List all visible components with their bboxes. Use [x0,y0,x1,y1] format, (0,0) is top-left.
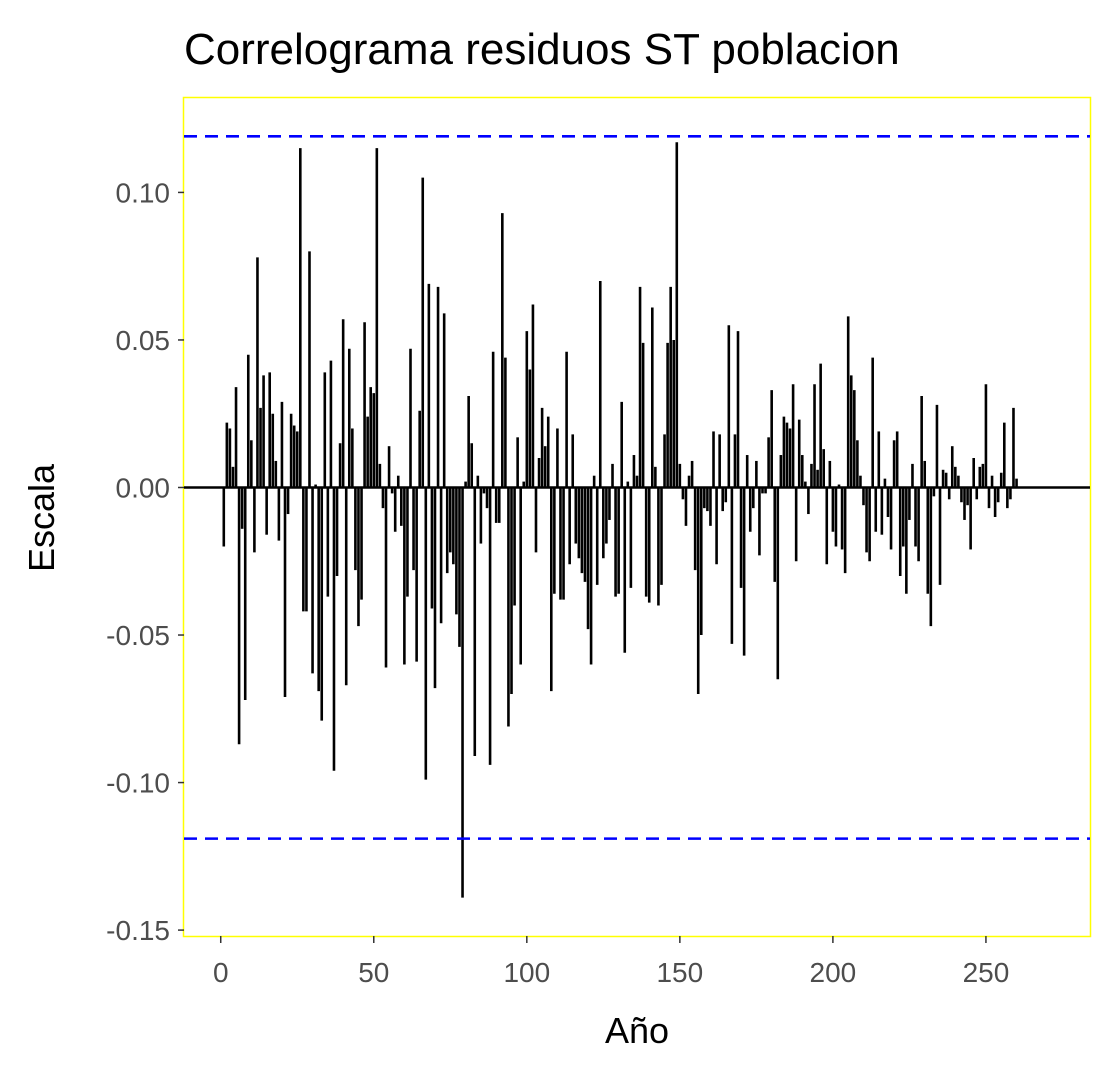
x-tick-label: 100 [503,957,550,988]
x-tick-label: 200 [810,957,857,988]
y-tick-label: 0.00 [116,472,171,503]
y-axis: -0.15 -0.10 -0.05 0.00 0.05 0.10 [106,177,184,946]
y-axis-label: Escala [21,463,62,572]
y-tick-label: 0.05 [116,325,171,356]
y-tick-label: -0.05 [106,620,170,651]
x-tick-label: 150 [656,957,703,988]
y-tick-label: 0.10 [116,177,171,208]
x-tick-label: 0 [213,957,229,988]
x-tick-label: 250 [963,957,1010,988]
y-tick-label: -0.10 [106,768,170,799]
x-tick-label: 50 [358,957,389,988]
plot-panel-border [182,96,1092,938]
bar-series [222,142,1018,898]
chart-title: Correlograma residuos ST poblacion [184,25,900,74]
x-axis: 0 50 100 150 200 250 [213,936,1009,988]
y-tick-label: -0.15 [106,915,170,946]
x-axis-label: Año [605,1010,669,1051]
